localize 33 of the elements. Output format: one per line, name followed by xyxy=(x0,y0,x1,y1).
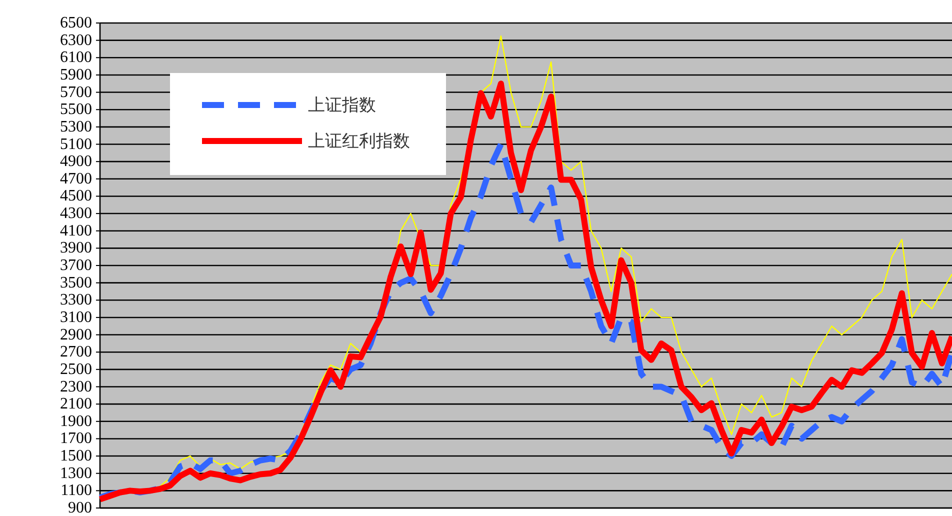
y-tick-label: 5300 xyxy=(60,118,92,136)
y-tick-label: 4500 xyxy=(60,188,92,205)
y-tick-label: 6100 xyxy=(60,49,92,66)
y-tick-label: 1500 xyxy=(60,448,92,465)
y-tick-label: 5100 xyxy=(60,136,92,153)
y-tick-label: 3500 xyxy=(60,274,92,292)
y-tick-label: 5500 xyxy=(60,101,92,118)
y-tick-label: 900 xyxy=(68,500,92,516)
legend-item: 上证指数 xyxy=(202,96,376,114)
y-tick-label: 5900 xyxy=(60,66,92,84)
y-tick-label: 5700 xyxy=(60,84,92,101)
legend-label: 上证红利指数 xyxy=(308,132,410,150)
y-tick-label: 6300 xyxy=(60,32,92,49)
legend-label: 上证指数 xyxy=(308,96,376,114)
y-tick-label: 3900 xyxy=(60,240,92,257)
y-tick-label: 2900 xyxy=(60,326,92,344)
y-tick-label: 4300 xyxy=(60,205,92,222)
y-tick-label: 4100 xyxy=(60,222,92,240)
y-tick-label: 4700 xyxy=(60,170,92,188)
y-tick-label: 3700 xyxy=(60,257,92,274)
y-tick-label: 4900 xyxy=(60,153,92,170)
y-tick-label: 2300 xyxy=(60,378,92,396)
y-tick-label: 6500 xyxy=(60,14,92,32)
y-tick-label: 2500 xyxy=(60,360,92,378)
y-tick-label: 3300 xyxy=(60,292,92,309)
y-tick-label: 1300 xyxy=(60,464,92,482)
y-tick-label: 1700 xyxy=(60,430,92,448)
legend-item: 上证红利指数 xyxy=(202,132,410,150)
y-tick-label: 2700 xyxy=(60,344,92,361)
y-tick-label: 1100 xyxy=(60,482,92,500)
y-tick-label: 2100 xyxy=(60,396,92,413)
y-tick-label: 1900 xyxy=(60,412,92,430)
y-tick-label: 3100 xyxy=(60,308,92,326)
